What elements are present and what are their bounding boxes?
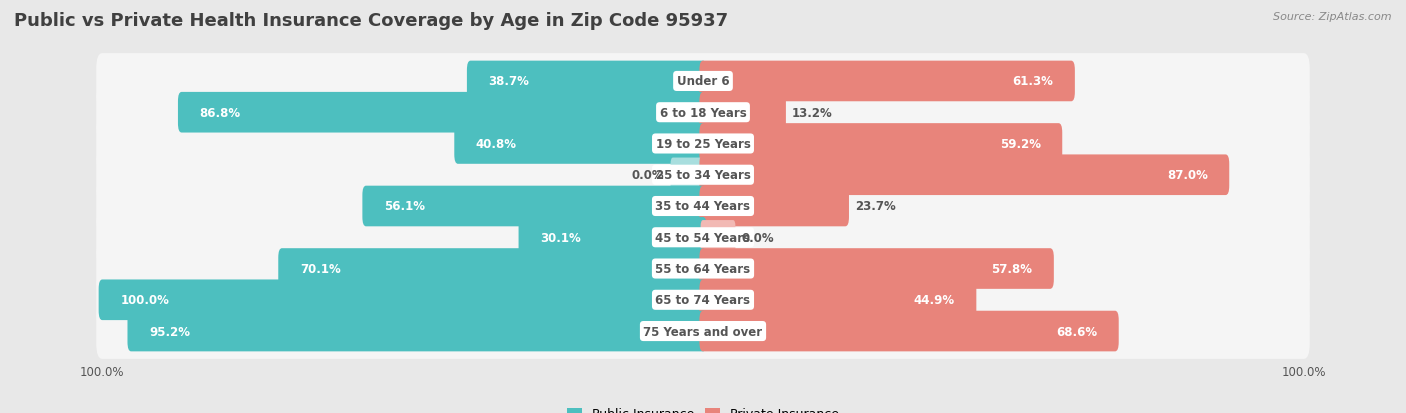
Text: Under 6: Under 6 [676,75,730,88]
FancyBboxPatch shape [699,280,976,320]
FancyBboxPatch shape [699,93,786,133]
Text: 38.7%: 38.7% [488,75,530,88]
FancyBboxPatch shape [96,116,1310,172]
FancyBboxPatch shape [96,272,1310,328]
FancyBboxPatch shape [699,124,1063,164]
FancyBboxPatch shape [519,217,707,258]
FancyBboxPatch shape [467,62,707,102]
Text: 40.8%: 40.8% [475,138,517,151]
FancyBboxPatch shape [699,155,1229,196]
FancyBboxPatch shape [96,54,1310,109]
FancyBboxPatch shape [278,249,707,289]
Text: 25 to 34 Years: 25 to 34 Years [655,169,751,182]
Text: 0.0%: 0.0% [631,169,665,182]
Text: Public vs Private Health Insurance Coverage by Age in Zip Code 95937: Public vs Private Health Insurance Cover… [14,12,728,30]
Text: 23.7%: 23.7% [855,200,896,213]
Text: 75 Years and over: 75 Years and over [644,325,762,338]
FancyBboxPatch shape [98,280,707,320]
Text: 55 to 64 Years: 55 to 64 Years [655,262,751,275]
Text: 25 to 34 Years: 25 to 34 Years [655,169,751,182]
Text: 87.0%: 87.0% [1167,169,1208,182]
FancyBboxPatch shape [96,304,1310,359]
FancyBboxPatch shape [699,62,1074,102]
Text: 100.0%: 100.0% [121,294,169,306]
FancyBboxPatch shape [700,221,735,255]
Text: 95.2%: 95.2% [149,325,190,338]
Text: Source: ZipAtlas.com: Source: ZipAtlas.com [1274,12,1392,22]
Text: 35 to 44 Years: 35 to 44 Years [655,200,751,213]
Text: 45 to 54 Years: 45 to 54 Years [655,231,751,244]
Text: 30.1%: 30.1% [540,231,581,244]
Legend: Public Insurance, Private Insurance: Public Insurance, Private Insurance [567,407,839,413]
Text: 19 to 25 Years: 19 to 25 Years [655,138,751,151]
Text: 59.2%: 59.2% [1000,138,1040,151]
Text: 86.8%: 86.8% [200,107,240,119]
Text: 56.1%: 56.1% [384,200,425,213]
FancyBboxPatch shape [699,311,1119,351]
Text: 61.3%: 61.3% [1012,75,1053,88]
FancyBboxPatch shape [96,179,1310,234]
Text: 35 to 44 Years: 35 to 44 Years [655,200,751,213]
Text: 13.2%: 13.2% [792,107,832,119]
Text: 70.1%: 70.1% [299,262,340,275]
Text: 68.6%: 68.6% [1056,325,1097,338]
FancyBboxPatch shape [96,147,1310,203]
FancyBboxPatch shape [363,186,707,227]
Text: 65 to 74 Years: 65 to 74 Years [655,294,751,306]
Text: 44.9%: 44.9% [914,294,955,306]
Text: 55 to 64 Years: 55 to 64 Years [655,262,751,275]
Text: 6 to 18 Years: 6 to 18 Years [659,107,747,119]
FancyBboxPatch shape [671,158,706,192]
Text: 75 Years and over: 75 Years and over [644,325,762,338]
Text: 57.8%: 57.8% [991,262,1032,275]
FancyBboxPatch shape [96,210,1310,266]
Text: 0.0%: 0.0% [741,231,775,244]
Text: Under 6: Under 6 [676,75,730,88]
Text: 45 to 54 Years: 45 to 54 Years [655,231,751,244]
FancyBboxPatch shape [179,93,707,133]
Text: 65 to 74 Years: 65 to 74 Years [655,294,751,306]
FancyBboxPatch shape [699,186,849,227]
FancyBboxPatch shape [699,249,1054,289]
Text: 19 to 25 Years: 19 to 25 Years [655,138,751,151]
FancyBboxPatch shape [96,241,1310,297]
FancyBboxPatch shape [96,85,1310,141]
Text: 6 to 18 Years: 6 to 18 Years [659,107,747,119]
FancyBboxPatch shape [128,311,707,351]
FancyBboxPatch shape [454,124,707,164]
